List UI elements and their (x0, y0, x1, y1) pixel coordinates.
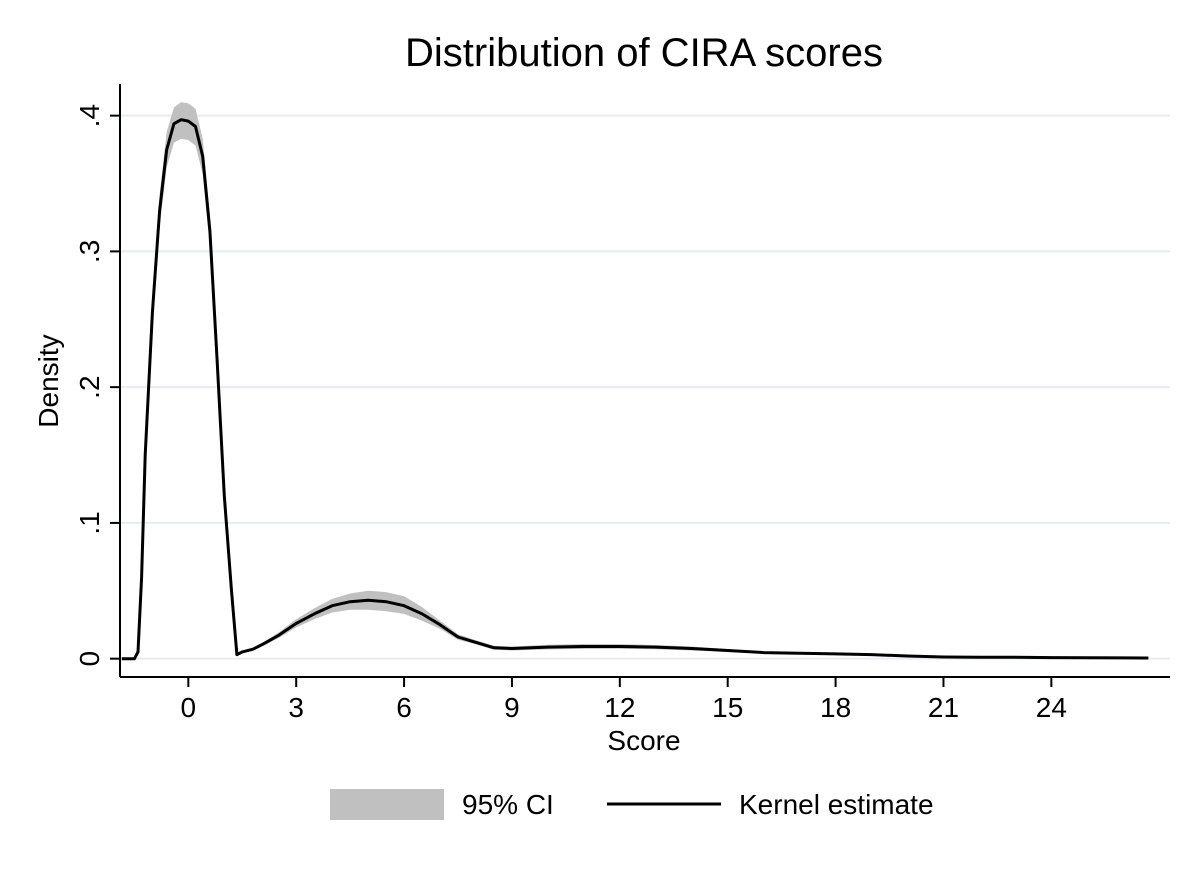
x-tick-label: 18 (820, 692, 851, 723)
y-tick-label: 0 (74, 651, 105, 667)
x-tick-label: 3 (288, 692, 304, 723)
x-tick-label: 21 (928, 692, 959, 723)
x-tick-label: 15 (712, 692, 743, 723)
y-tick-label: .2 (74, 375, 105, 398)
chart-title: Distribution of CIRA scores (405, 31, 883, 75)
x-tick-label: 24 (1036, 692, 1067, 723)
kernel-line-layer (121, 118, 1149, 661)
kernel-estimate-line (121, 118, 1149, 661)
x-tick-label: 6 (396, 692, 412, 723)
legend-ci-swatch (330, 789, 444, 820)
legend: 95% CI Kernel estimate (330, 789, 934, 820)
y-tick-label: .4 (74, 104, 105, 127)
axes: 0 3 6 9 12 15 18 21 24 0 .1 .2 .3 .4 (74, 84, 1170, 723)
x-tick-label: 9 (504, 692, 520, 723)
x-tick-label: 0 (181, 692, 197, 723)
legend-kernel-label: Kernel estimate (739, 789, 934, 820)
legend-ci-label: 95% CI (462, 789, 554, 820)
y-tick-label: .3 (74, 240, 105, 263)
x-tick-label: 12 (604, 692, 635, 723)
x-axis-label: Score (607, 725, 680, 756)
y-axis-label: Density (33, 334, 64, 427)
y-tick-label: .1 (74, 511, 105, 534)
